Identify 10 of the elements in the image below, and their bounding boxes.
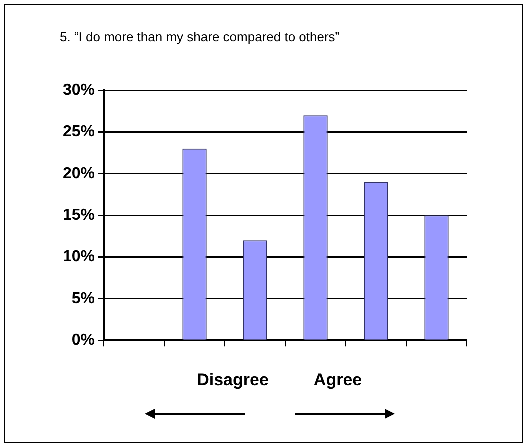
y-tick-label: 5% [72,290,96,308]
chart-title: 5. “I do more than my share compared to others” [60,29,340,44]
y-tick-label: 25% [62,124,96,141]
y-tick-label: 10% [62,248,96,266]
text: Disagree [197,370,269,390]
text: Agree [314,370,362,390]
y-tick-label: 30% [62,82,96,100]
y-tick-label: 15% [62,207,96,224]
y-tick-label: 0% [72,332,96,350]
y-tick-label: 20% [62,165,96,182]
